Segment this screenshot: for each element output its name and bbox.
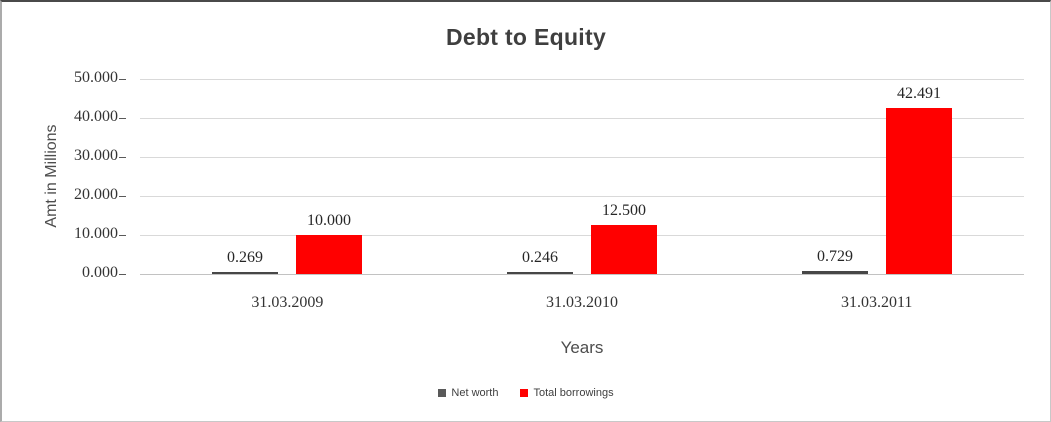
bar-value-label: 0.729 — [817, 248, 853, 265]
y-axis-tick — [119, 235, 126, 236]
y-axis-tick — [119, 79, 126, 80]
bar-net-worth — [802, 271, 868, 274]
x-category-label: 31.03.2011 — [840, 294, 913, 311]
bar-total-borrowings — [591, 225, 657, 274]
bar-total-borrowings — [886, 108, 952, 274]
gridline — [140, 118, 1024, 119]
chart-title: Debt to Equity — [445, 24, 607, 50]
y-axis-tick — [119, 274, 126, 275]
bar-total-borrowings — [296, 235, 362, 274]
legend-label: Total borrowings — [533, 387, 614, 399]
bar-value-label: 42.491 — [897, 85, 941, 102]
y-tick-label: 10.000 — [74, 225, 118, 242]
bar-value-label: 0.246 — [522, 249, 558, 266]
legend: Net worth Total borrowings — [2, 387, 1050, 399]
x-category-label: 31.03.2010 — [546, 294, 618, 311]
bar-value-label: 10.000 — [307, 212, 351, 229]
y-axis-tick — [119, 157, 126, 158]
bar-net-worth — [212, 272, 278, 274]
legend-item-total-borrowings: Total borrowings — [520, 387, 614, 399]
bar-value-label: 12.500 — [602, 202, 646, 219]
legend-item-net-worth: Net worth — [438, 387, 498, 399]
bar-value-label: 0.269 — [227, 249, 263, 266]
x-axis-title: Years — [560, 338, 604, 357]
gridline — [140, 235, 1024, 236]
gridline — [140, 157, 1024, 158]
x-axis-line — [140, 274, 1024, 275]
y-tick-label: 0.000 — [82, 264, 118, 281]
y-tick-label: 20.000 — [74, 186, 118, 203]
gridline — [140, 79, 1024, 80]
y-tick-label: 50.000 — [74, 69, 118, 86]
gridline — [140, 196, 1024, 197]
y-tick-label: 40.000 — [74, 108, 118, 125]
y-axis-tick — [119, 196, 126, 197]
bar-net-worth — [507, 272, 573, 274]
legend-label: Net worth — [451, 387, 499, 399]
x-category-label: 31.03.2009 — [251, 294, 324, 311]
legend-marker — [438, 389, 447, 397]
y-axis-tick — [119, 118, 126, 119]
legend-marker — [520, 389, 529, 397]
y-tick-label: 30.000 — [74, 147, 118, 164]
